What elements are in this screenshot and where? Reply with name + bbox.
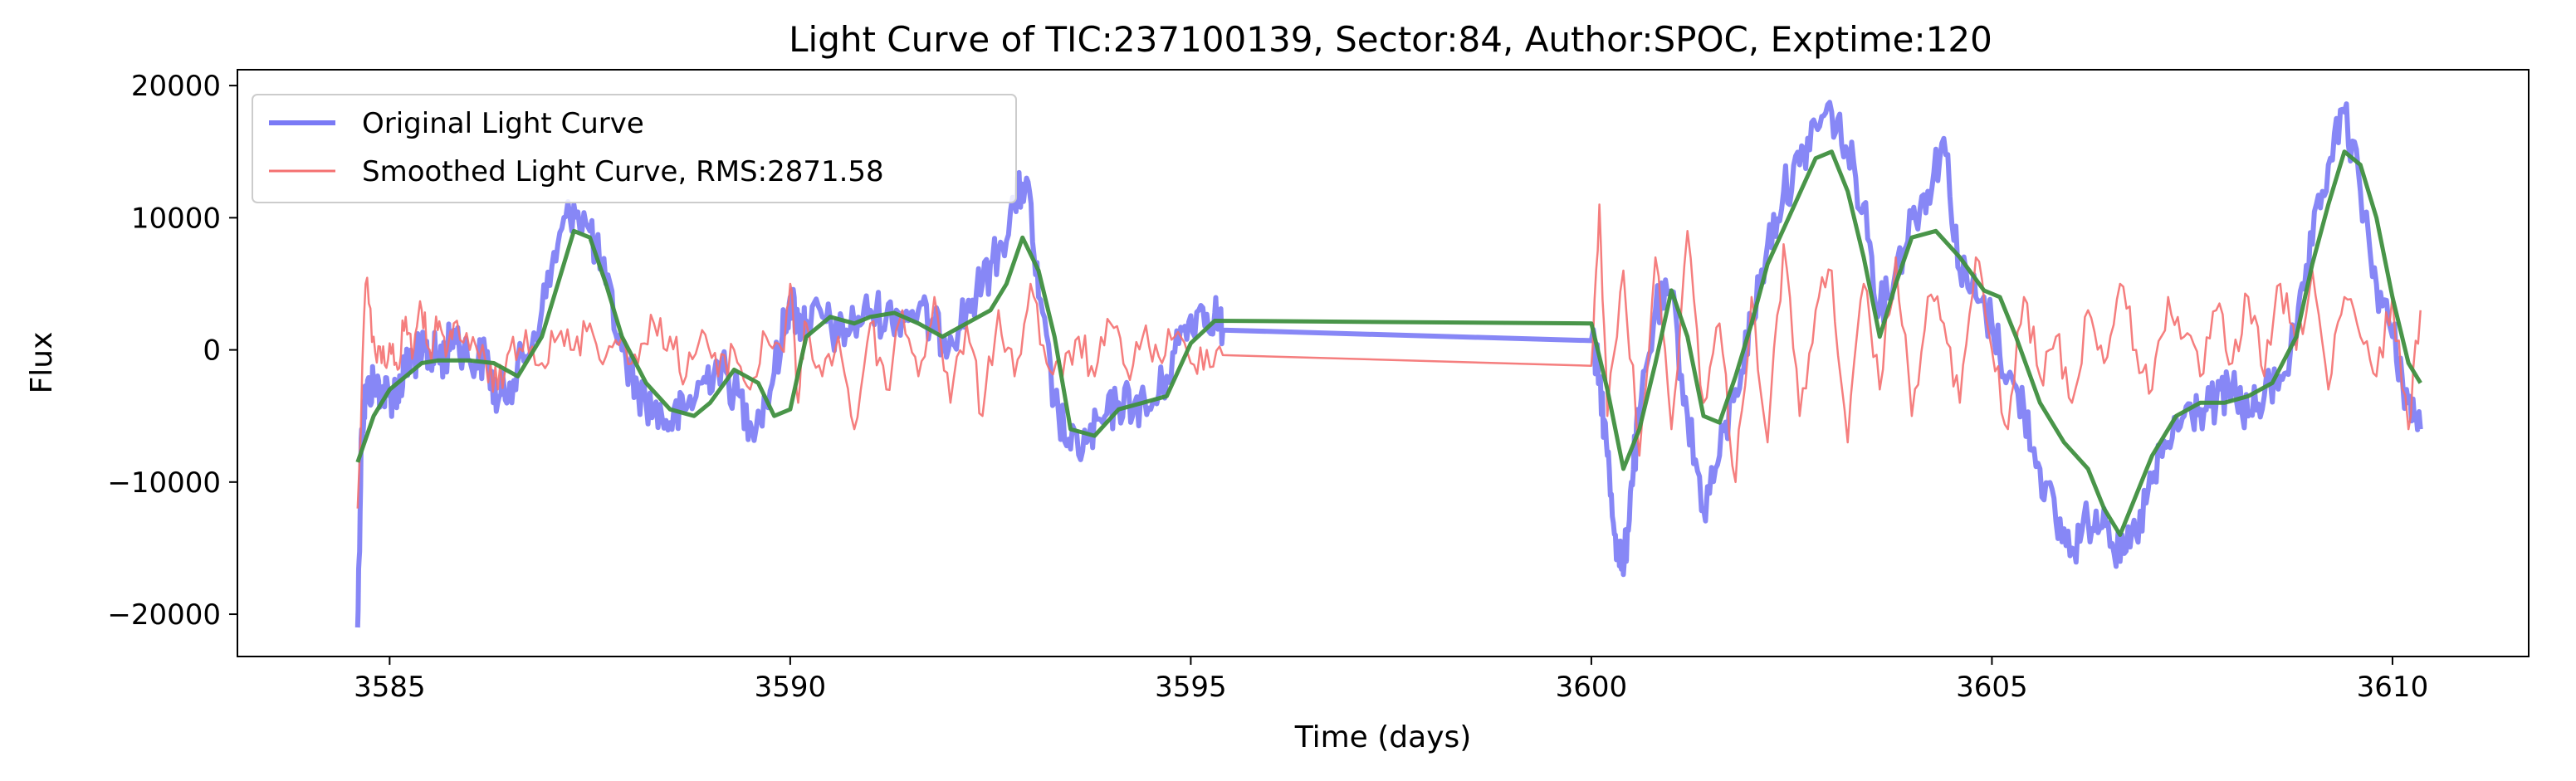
series-line-2 (355, 149, 2422, 537)
legend: Original Light Curve Smoothed Light Curv… (252, 94, 1017, 203)
x-tick-label-4: 3605 (1956, 671, 2028, 704)
legend-label-smoothed: Smoothed Light Curve, RMS:2871.58 (362, 155, 884, 188)
x-tick-label-1: 3590 (755, 671, 827, 704)
series-line-0 (354, 100, 2423, 628)
y-tick-label-3: 10000 (131, 202, 221, 235)
y-axis-ticks: −20000 −10000 0 10000 20000 (107, 70, 237, 632)
x-axis-label: Time (days) (1294, 720, 1472, 754)
x-tick-label-2: 3595 (1155, 671, 1227, 704)
y-axis-label: Flux (25, 332, 59, 394)
legend-box (252, 94, 1017, 203)
x-tick-label-3: 3600 (1556, 671, 1628, 704)
y-tick-label-4: 20000 (131, 70, 221, 103)
legend-label-original: Original Light Curve (362, 107, 644, 140)
x-tick-label-5: 3610 (2357, 671, 2429, 704)
y-tick-label-1: −10000 (107, 466, 221, 500)
x-tick-label-0: 3585 (354, 671, 426, 704)
x-axis-ticks: 3585 3590 3595 3600 3605 3610 (354, 657, 2428, 704)
series-line-1 (356, 203, 2422, 509)
y-tick-label-2: 0 (203, 334, 221, 368)
series-layer (354, 100, 2423, 628)
plot-frame (237, 69, 2530, 657)
chart-title: Light Curve of TIC:237100139, Sector:84,… (789, 19, 1992, 60)
y-tick-label-0: −20000 (107, 598, 221, 632)
